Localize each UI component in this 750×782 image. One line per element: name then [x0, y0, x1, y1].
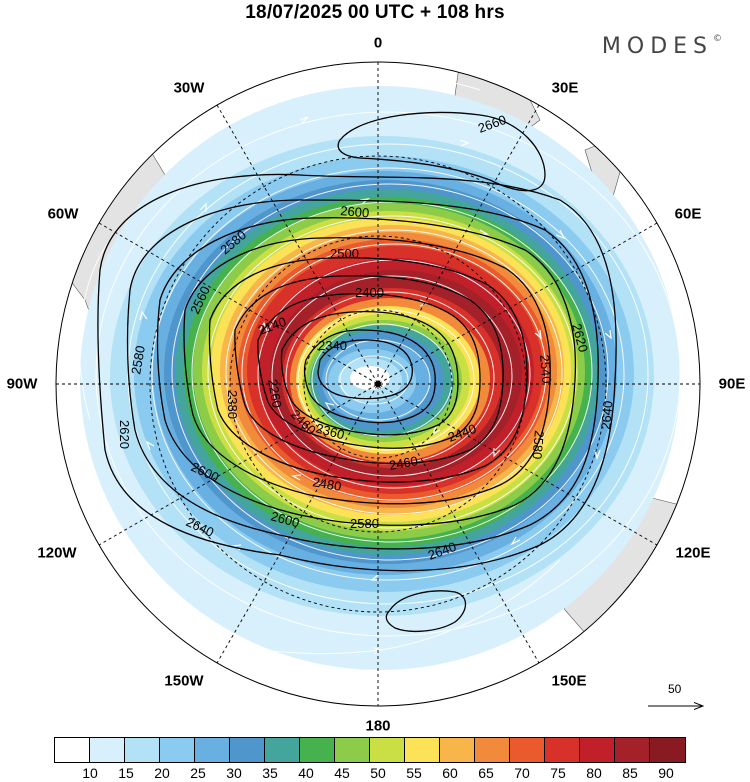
- colorbar-tick-label: 55: [406, 765, 422, 781]
- contour-label: 2460: [388, 453, 419, 473]
- brand-logo: MODES©: [602, 34, 722, 59]
- south-pole-marker: [375, 381, 381, 387]
- colorbar-tick-label: 60: [442, 765, 458, 781]
- colorbar-swatch: [125, 738, 160, 762]
- height-contours: [97, 111, 617, 633]
- contour-label: 2260: [265, 378, 285, 409]
- colorbar-swatch: [405, 738, 440, 762]
- lon-label-90w: 90W: [6, 375, 38, 393]
- colorbar-tick-label: 80: [586, 765, 602, 781]
- colorbar-swatch: [160, 738, 195, 762]
- brand-name: MODES: [601, 34, 713, 59]
- map-outline: [55, 61, 701, 707]
- colorbar-swatch: [300, 738, 335, 762]
- lon-label-60e: 60E: [674, 205, 702, 223]
- contour-label: 2500: [330, 246, 359, 261]
- colorbar-tick-label: 90: [658, 765, 674, 781]
- contour-label: 2600: [269, 508, 301, 530]
- lon-label-150w: 150W: [164, 672, 204, 690]
- contour-label: 2580: [128, 344, 148, 375]
- lon-label-180: 180: [365, 717, 391, 735]
- reference-vector-label: 50: [668, 682, 682, 696]
- lon-label-0: 0: [373, 34, 383, 52]
- colorbar-swatch: [475, 738, 510, 762]
- lon-label-30e: 30E: [551, 79, 579, 97]
- colorbar-tick-label: 65: [478, 765, 494, 781]
- colorbar-swatch: [650, 738, 685, 762]
- contour-label: 2360: [314, 420, 346, 442]
- colorbar-swatch: [545, 738, 580, 762]
- graticule: [56, 62, 700, 706]
- lon-label-120e: 120E: [675, 544, 711, 562]
- colorbar-tick-label: 25: [190, 765, 206, 781]
- map-field: 2660 2600 2580 2500 2400 2140 2340 2260 …: [56, 62, 700, 706]
- contour-label: 2620: [117, 420, 132, 449]
- lon-label-150e: 150E: [551, 672, 587, 690]
- contour-label: 2600: [340, 203, 370, 220]
- colorbar-tick-label: 70: [514, 765, 530, 781]
- contour-label: 2580: [529, 430, 546, 460]
- colorbar-tick-label: 40: [298, 765, 314, 781]
- colorbar-swatch: [615, 738, 650, 762]
- contour-label: 2580: [350, 516, 379, 531]
- contour-label: 2380: [225, 390, 240, 419]
- brand-mark: ©: [713, 34, 722, 44]
- lon-label-120w: 120W: [37, 544, 77, 562]
- colorbar-tick-label: 10: [82, 765, 98, 781]
- colorbar-tick-label: 35: [262, 765, 278, 781]
- colorbar-tick-label: 75: [550, 765, 566, 781]
- colorbar-tick-label: 85: [622, 765, 638, 781]
- contour-label: 2400: [355, 285, 384, 300]
- wind-shading: [80, 86, 680, 670]
- contour-label: 2640: [598, 400, 615, 430]
- contour-label: 2340: [318, 338, 347, 353]
- colorbar-swatch: [55, 738, 90, 762]
- contour-label: 2540: [537, 354, 554, 384]
- colorbar-tick-label: 20: [154, 765, 170, 781]
- colorbar-swatch: [265, 738, 300, 762]
- colorbar-swatch: [195, 738, 230, 762]
- colorbar-swatch: [90, 738, 125, 762]
- colorbar-tick-label: 15: [118, 765, 134, 781]
- colorbar-tick-label: 50: [370, 765, 386, 781]
- contour-label: 2620: [569, 322, 591, 354]
- colorbar-swatch: [440, 738, 475, 762]
- colorbar-tick-label: 45: [334, 765, 350, 781]
- contour-label: 2480: [311, 474, 342, 494]
- colorbar-swatch: [510, 738, 545, 762]
- shading-core: [350, 366, 390, 390]
- lon-label-30w: 30W: [173, 79, 205, 97]
- lon-label-60w: 60W: [47, 205, 79, 223]
- lon-label-90e: 90E: [718, 375, 746, 393]
- colorbar-swatch: [370, 738, 405, 762]
- colorbar-swatch: [230, 738, 265, 762]
- colorbar-swatch: [580, 738, 615, 762]
- colorbar: [54, 737, 686, 763]
- chart-title: 18/07/2025 00 UTC + 108 hrs: [245, 2, 505, 23]
- colorbar-ticks: 10 15 20 25 30 35 40 45 50 55 60 65 70 75 80 85 90: [54, 765, 702, 781]
- colorbar-tick-label: 30: [226, 765, 242, 781]
- streamline-arrows: [139, 116, 612, 581]
- colorbar-swatch: [335, 738, 370, 762]
